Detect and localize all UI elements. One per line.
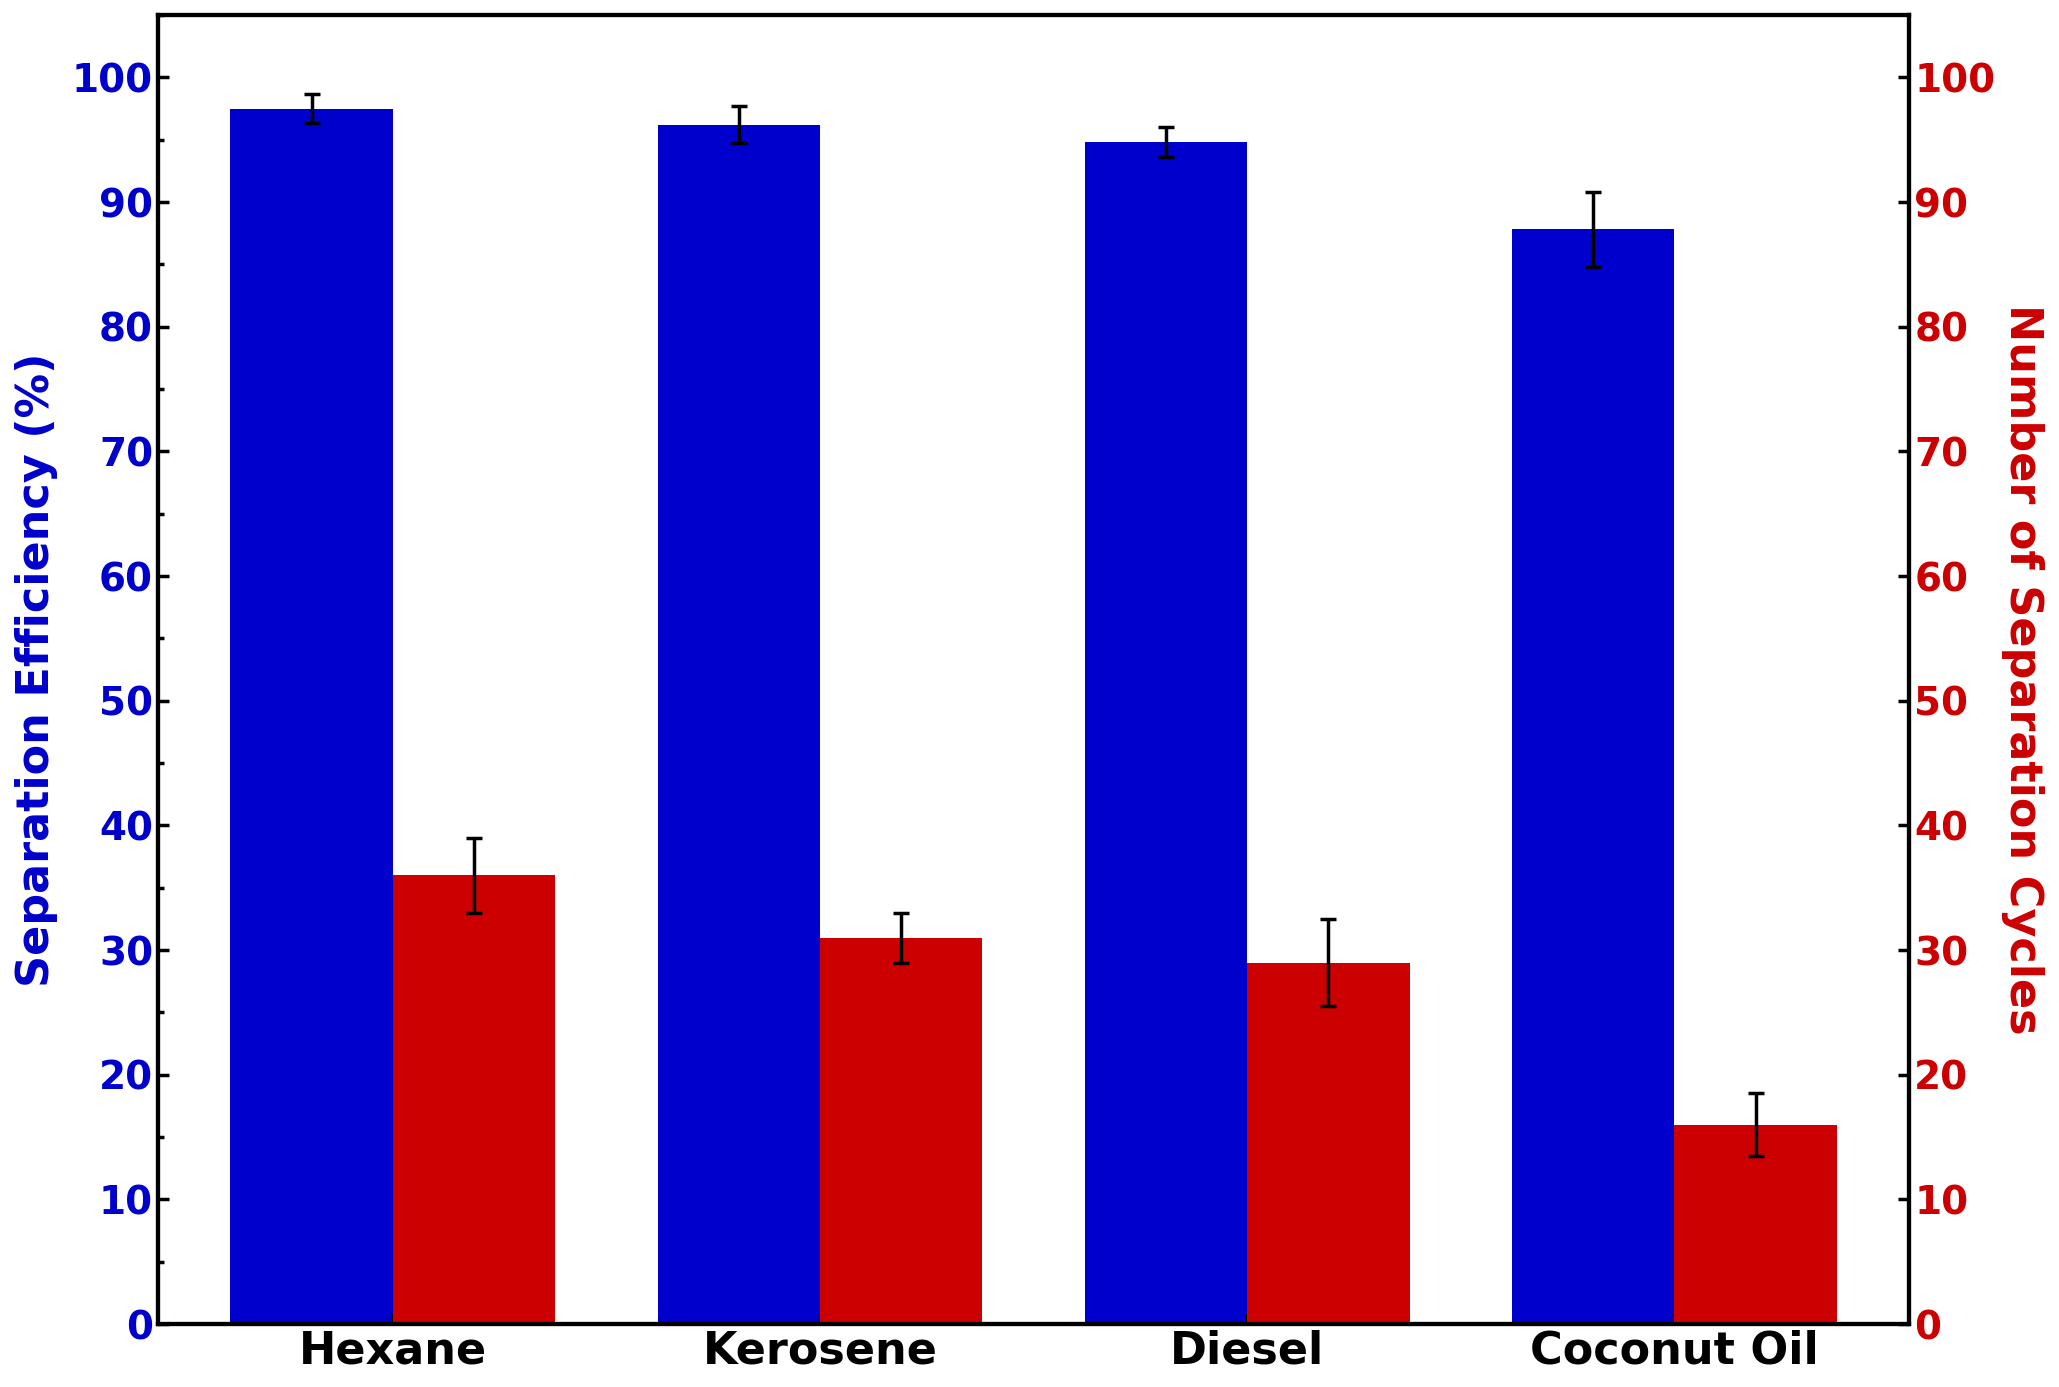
Bar [393, 875, 556, 1325]
Bar [657, 125, 819, 1325]
Y-axis label: Number of Separation Cycles: Number of Separation Cycles [2001, 304, 2045, 1035]
Bar [819, 938, 982, 1325]
Bar [1248, 963, 1410, 1325]
Bar [1674, 1125, 1837, 1325]
Bar [1085, 143, 1248, 1325]
Y-axis label: Separation Efficiency (%): Separation Efficiency (%) [14, 352, 58, 986]
Bar [1511, 229, 1674, 1325]
Bar [231, 108, 393, 1325]
